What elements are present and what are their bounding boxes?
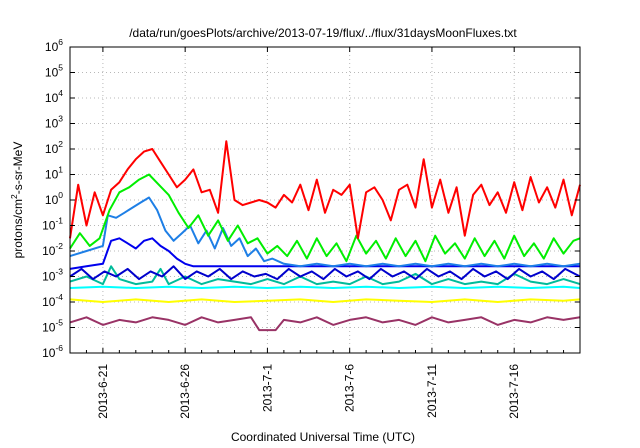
x-axis: 2013-6-21 2013-6-26 2013-7-1 2013-7-6 2013-7… xyxy=(85,47,565,419)
series-line-5 xyxy=(69,265,581,281)
y-tick-label: 10-5 xyxy=(42,318,63,335)
y-tick-label: 102 xyxy=(45,139,63,156)
y-tick-label: 101 xyxy=(45,165,63,182)
y-tick-label: 10-6 xyxy=(42,343,63,360)
y-tick-label: 10-4 xyxy=(42,292,63,309)
y-tick-label: 10-3 xyxy=(42,267,63,284)
y-tick-label: 104 xyxy=(45,88,63,105)
y-tick-label: 103 xyxy=(45,114,63,131)
y-axis-label: protons/cm2-s-sr-MeV xyxy=(9,142,25,259)
x-axis-label: Coordinated Universal Time (UTC) xyxy=(231,430,415,444)
y-tick-label: 10-2 xyxy=(42,241,63,258)
y-tick-label: 106 xyxy=(45,37,63,54)
x-tick-label: 2013-7-1 xyxy=(260,364,274,412)
x-tick-label: 2013-6-21 xyxy=(96,364,110,419)
x-tick-label: 2013-6-26 xyxy=(178,364,192,419)
series-line-8 xyxy=(69,173,581,263)
series-line-4 xyxy=(69,265,581,286)
y-tick-label: 105 xyxy=(45,63,63,80)
x-tick-label: 2013-7-6 xyxy=(343,364,357,412)
series-line-9 xyxy=(69,140,581,240)
x-tick-label: 2013-7-11 xyxy=(425,364,439,418)
y-tick-label: 100 xyxy=(45,190,63,207)
chart-title: /data/run/goesPlots/archive/2013-07-19/f… xyxy=(129,26,517,40)
x-tick-label: 2013-7-16 xyxy=(507,364,521,419)
y-axis: 10-6 10-5 10-4 10-3 10-2 10-1 100 101 102 103 104 1… xyxy=(42,37,580,360)
series-line-1 xyxy=(69,316,581,332)
series-line-7 xyxy=(69,196,581,268)
series-layer xyxy=(69,140,581,332)
series-line-6 xyxy=(69,237,580,270)
y-tick-label: 10-1 xyxy=(42,216,63,233)
series-line-3 xyxy=(69,285,581,289)
series-line-2 xyxy=(69,298,581,303)
